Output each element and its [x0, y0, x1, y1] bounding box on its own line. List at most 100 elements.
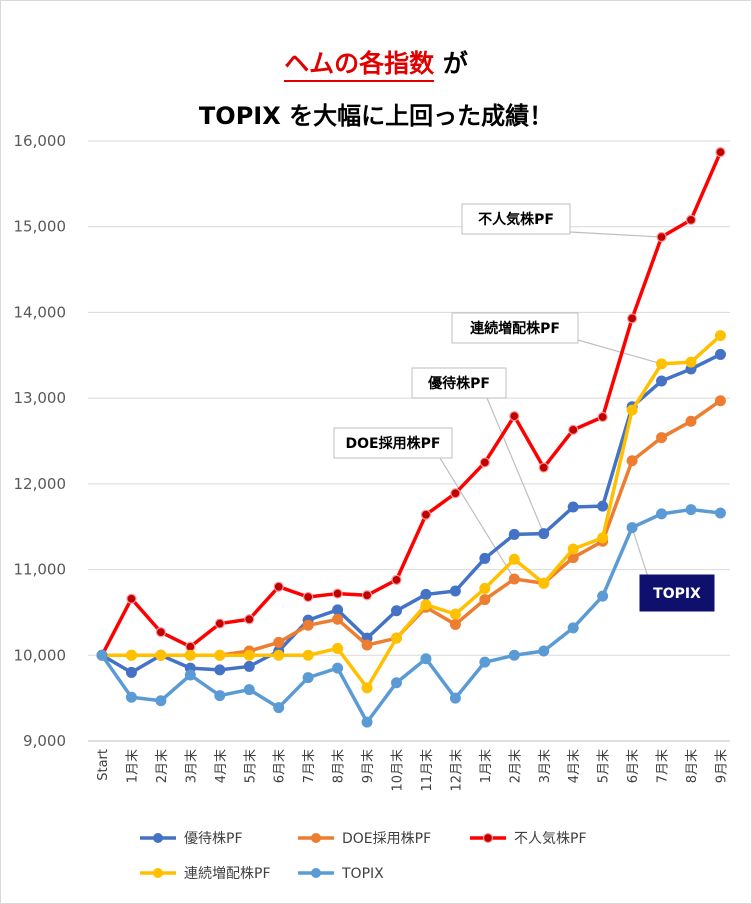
- legend-item: 優待株PF: [140, 831, 243, 847]
- data-point: [685, 356, 697, 368]
- series-2: [96, 147, 726, 661]
- callout-box: [411, 367, 507, 399]
- data-point: [685, 415, 697, 427]
- data-point: [125, 691, 137, 703]
- callout-yutai: 優待株PF: [411, 367, 507, 399]
- legend-label: DOE採用株PF: [342, 831, 431, 847]
- callout-leader: [577, 339, 662, 365]
- legend-marker: [311, 868, 321, 878]
- data-point: [538, 528, 550, 540]
- data-point: [244, 614, 255, 625]
- data-point: [479, 656, 491, 668]
- data-point: [656, 375, 668, 387]
- data-point: [420, 653, 432, 665]
- data-point: [714, 507, 726, 519]
- data-point: [626, 522, 638, 534]
- data-point: [332, 604, 344, 616]
- data-point: [361, 682, 373, 694]
- x-tick-label: 7月末: [656, 749, 671, 783]
- chart-title-line1: ヘムの各指数 が: [0, 44, 752, 82]
- data-point: [449, 692, 461, 704]
- data-point: [597, 411, 608, 423]
- x-tick-label: 2月末: [508, 749, 523, 783]
- data-point: [243, 684, 255, 696]
- callout-box: [333, 427, 453, 459]
- legend-marker: [153, 833, 163, 843]
- data-point: [302, 649, 314, 661]
- data-point: [538, 645, 550, 657]
- data-point: [508, 649, 520, 661]
- callout-label: 不人気株PF: [478, 211, 554, 228]
- data-point: [391, 632, 402, 644]
- data-point: [508, 528, 520, 540]
- x-tick-label: 8月末: [332, 749, 347, 783]
- data-point: [656, 508, 668, 520]
- series-line: [100, 151, 723, 657]
- legend-label: 優待株PF: [184, 831, 243, 847]
- data-point: [214, 664, 226, 676]
- title-rest: が: [442, 49, 468, 78]
- legend-label: 不人気株PF: [514, 831, 587, 847]
- data-point: [656, 231, 667, 243]
- data-point: [420, 588, 432, 600]
- data-point: [450, 488, 461, 499]
- y-tick-label: 14,000: [14, 303, 67, 321]
- data-point: [273, 581, 284, 592]
- legend-marker: [153, 868, 163, 878]
- callout-doe: DOE採用株PF: [333, 427, 453, 459]
- legend-item: TOPIX: [298, 866, 384, 882]
- data-point: [420, 509, 432, 520]
- data-point: [391, 574, 402, 585]
- data-point: [303, 591, 314, 603]
- data-point: [155, 649, 167, 661]
- data-point: [449, 608, 461, 620]
- data-point: [96, 649, 108, 661]
- callout-box: [639, 574, 715, 612]
- x-tick-label: Start: [96, 749, 111, 781]
- legend-marker: [482, 832, 494, 844]
- y-tick-label: 15,000: [14, 218, 67, 236]
- legend-label: TOPIX: [341, 866, 384, 882]
- data-point: [332, 662, 344, 674]
- data-point: [449, 618, 461, 630]
- callout-box: [451, 312, 579, 344]
- data-point: [538, 462, 549, 473]
- data-point: [125, 649, 137, 661]
- chart-title-line2: TOPIX を大幅に上回った成績！: [198, 102, 554, 130]
- data-point: [568, 424, 579, 435]
- data-point: [155, 627, 166, 638]
- x-tick-label: 9月末: [361, 749, 376, 783]
- x-tick-label: 5月末: [597, 749, 612, 783]
- data-point: [479, 582, 491, 594]
- callout-dividend-growth: 連続増配株PF: [451, 312, 579, 344]
- data-point: [361, 590, 373, 601]
- data-point: [538, 577, 550, 589]
- x-tick-label: 1月末: [125, 749, 140, 783]
- data-point: [214, 690, 226, 702]
- data-point: [715, 147, 726, 158]
- x-tick-label: 6月末: [273, 749, 288, 783]
- data-point: [302, 672, 314, 684]
- data-point: [332, 613, 344, 625]
- data-point: [449, 585, 461, 597]
- data-point: [656, 358, 668, 370]
- data-point: [714, 348, 726, 360]
- data-point: [597, 590, 609, 602]
- data-point: [685, 504, 697, 516]
- y-tick-label: 13,000: [14, 389, 67, 407]
- y-tick-label: 9,000: [23, 732, 66, 750]
- x-tick-label: 12月末: [449, 749, 464, 792]
- x-tick-label: 6月末: [626, 749, 641, 783]
- x-tick-label: 4月末: [214, 749, 229, 783]
- data-point: [332, 588, 343, 599]
- data-point: [273, 702, 285, 714]
- title-accent: ヘムの各指数: [284, 49, 435, 82]
- y-tick-label: 12,000: [14, 475, 67, 493]
- data-point: [567, 622, 579, 634]
- data-point: [420, 599, 432, 611]
- data-point: [567, 501, 579, 513]
- series-4: [96, 504, 726, 728]
- callout-leader: [439, 457, 515, 580]
- x-tick-label: 7月末: [302, 749, 317, 783]
- x-tick-label: 2月末: [155, 749, 170, 783]
